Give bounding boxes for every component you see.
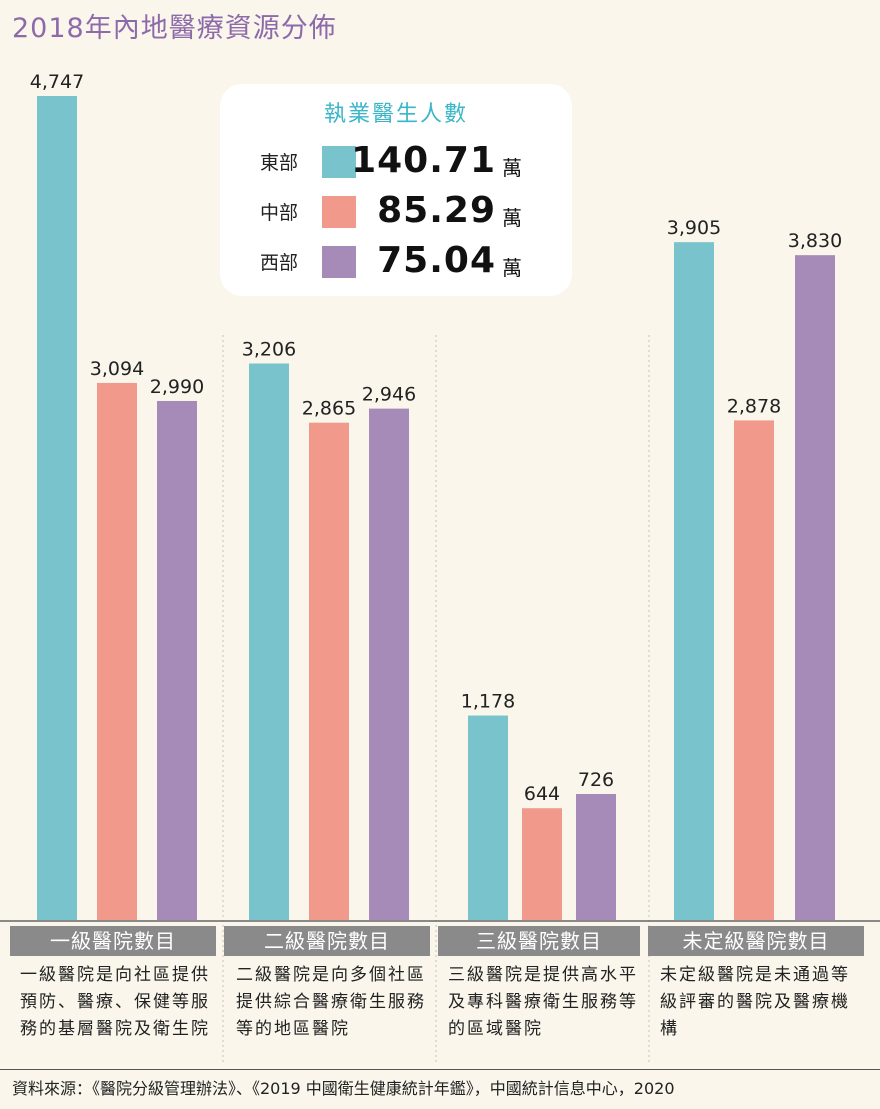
group-description-level3: 三級醫院是提供高水平及專科醫療衛生服務等的區域醫院	[448, 965, 638, 1039]
group-description-level1: 一級醫院是向社區提供預防、醫療、保健等服務的基層醫院及衛生院	[20, 965, 210, 1039]
legend-swatch-east	[322, 146, 356, 178]
bar-value-label: 2,878	[727, 395, 781, 417]
legend-swatch-west	[322, 246, 356, 278]
group-header-unrated: 未定級醫院數目	[648, 926, 864, 956]
bar-value-label: 1,178	[461, 691, 515, 713]
source-divider	[0, 1069, 880, 1070]
bar-central-group4	[734, 420, 774, 920]
legend-unit: 萬	[502, 156, 522, 180]
bar-value-label: 726	[578, 769, 614, 791]
bar-west-group1	[157, 400, 197, 920]
bar-central-group3	[522, 808, 562, 920]
group-header-level2: 二級醫院數目	[224, 926, 430, 956]
bar-value-label: 3,094	[90, 358, 144, 380]
legend-value: 85.29	[377, 190, 496, 231]
bar-east-group1	[37, 96, 77, 920]
bar-value-label: 4,747	[30, 71, 84, 93]
bar-east-group4	[674, 242, 714, 920]
bar-value-label: 3,905	[667, 217, 721, 239]
group-description-level2: 二級醫院是向多個社區提供綜合醫療衛生服務等的地區醫院	[236, 965, 426, 1039]
bar-central-group2	[309, 422, 349, 920]
legend-unit: 萬	[502, 206, 522, 230]
bar-east-group2	[249, 363, 289, 920]
legend-value: 140.71	[351, 140, 496, 181]
page-title: 2018年內地醫療資源分佈	[12, 13, 337, 44]
legend-title: 執業醫生人數	[323, 102, 468, 127]
doctor-count-legend: 執業醫生人數 東部 140.71 萬 中部 85.29 萬 西部 75.04 萬	[220, 84, 572, 296]
group-header-level1: 一級醫院數目	[10, 926, 216, 956]
legend-swatch-central	[322, 196, 356, 228]
bar-west-group3	[576, 793, 616, 920]
legend-unit: 萬	[502, 256, 522, 280]
bar-value-label: 3,206	[242, 338, 296, 360]
legend-row-central: 中部 85.29 萬	[220, 190, 572, 234]
bar-value-label: 2,865	[302, 398, 356, 420]
bar-value-label: 3,830	[788, 230, 842, 252]
bar-central-group1	[97, 382, 137, 920]
bar-west-group4	[795, 255, 835, 920]
legend-value: 75.04	[377, 240, 496, 281]
legend-name: 西部	[260, 252, 299, 274]
legend-row-east: 東部 140.71 萬	[220, 140, 572, 184]
legend-row-west: 西部 75.04 萬	[220, 240, 572, 284]
bar-value-label: 2,946	[362, 384, 416, 406]
legend-name: 中部	[260, 202, 299, 224]
legend-name: 東部	[260, 152, 299, 174]
source-citation: 資料來源：《醫院分級管理辦法》、《2019 中國衛生健康統計年鑑》，中國統計信息…	[12, 1079, 675, 1098]
group-header-level3: 三級醫院數目	[438, 926, 640, 956]
bar-east-group3	[468, 715, 508, 920]
bar-west-group2	[369, 408, 409, 920]
bar-value-label: 644	[524, 783, 560, 805]
bar-value-label: 2,990	[150, 376, 204, 398]
group-description-unrated: 未定級醫院是未通過等級評審的醫院及醫療機構	[660, 965, 850, 1039]
